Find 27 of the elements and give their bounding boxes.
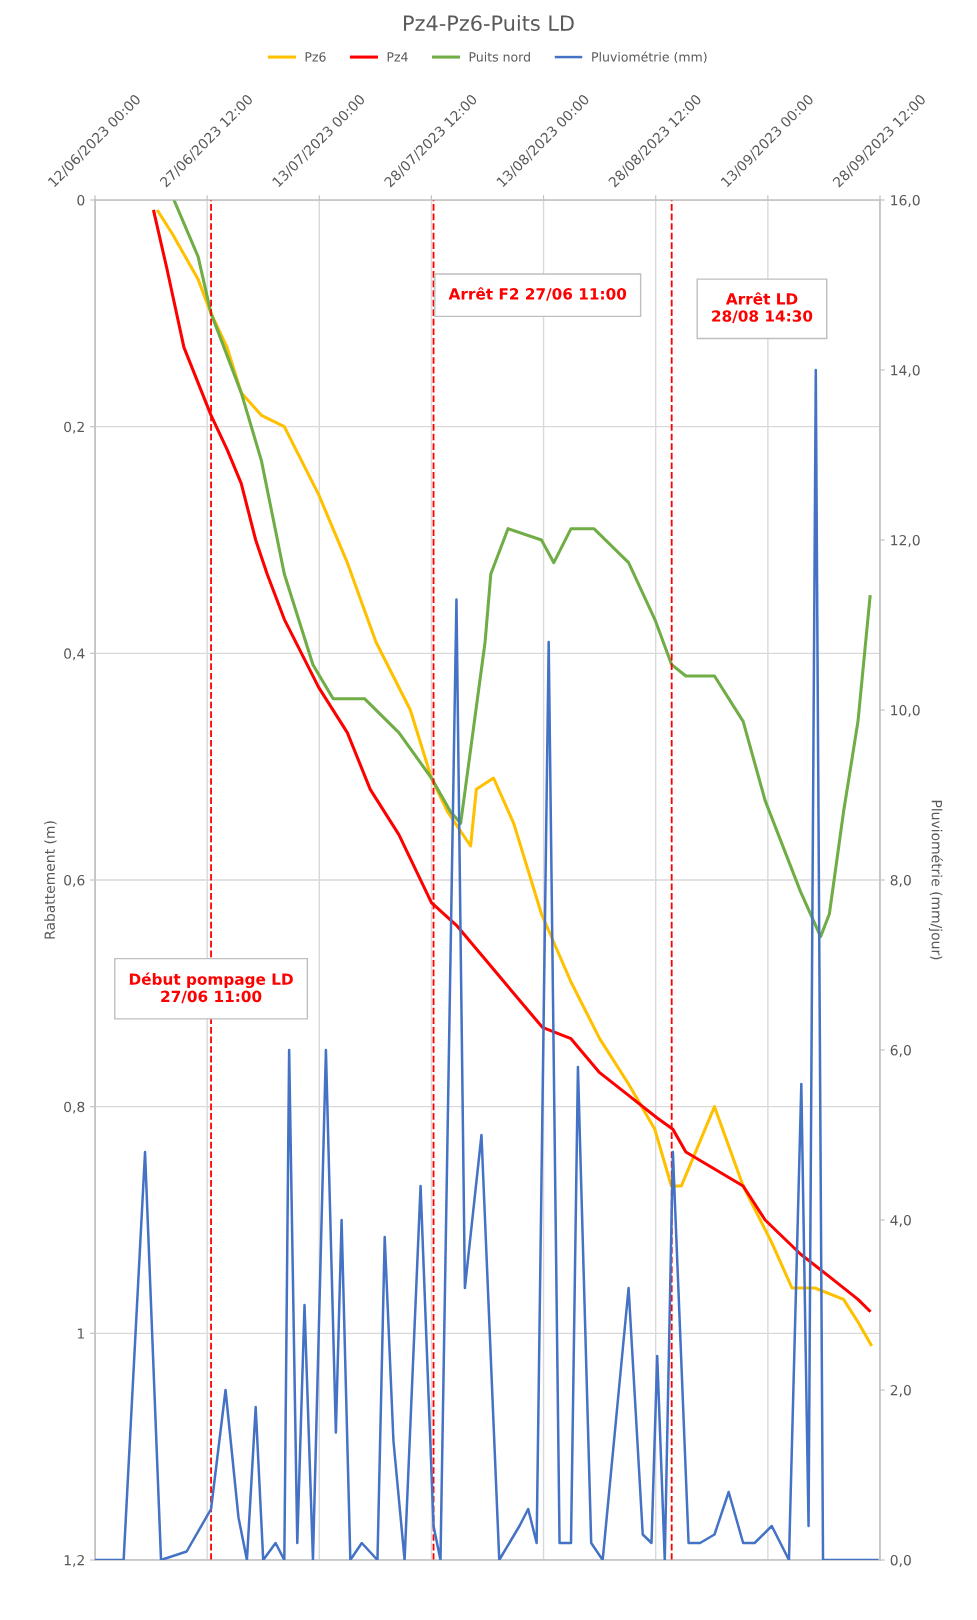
y2-tick-label: 14,0: [891, 364, 920, 377]
y2-tick-label: 2,0: [890, 1384, 911, 1397]
y-tick-label: 0: [77, 194, 85, 206]
legend-label: Pz4: [387, 52, 408, 62]
y-tick-label: 0,4: [64, 648, 85, 661]
legend-label: Pluviométrie (mm): [592, 51, 707, 64]
y2-tick-label: 6,0: [890, 1044, 911, 1057]
y-tick-label: 0,6: [64, 874, 85, 887]
y2-tick-label: 4,0: [890, 1214, 911, 1227]
y-axis-title: Rabattement (m): [44, 821, 57, 939]
y2-tick-label: 16,0: [891, 194, 920, 207]
legend-label: Pz6: [305, 52, 326, 62]
legend-label: Puits nord: [469, 51, 530, 62]
line-series: [172, 200, 872, 939]
y2-axis-title: Pluviométrie (mm/jour): [928, 800, 943, 960]
y-tick-label: 0,2: [64, 421, 84, 434]
y2-tick-label: 10,0: [891, 704, 920, 717]
y2-tick-label: 0,0: [890, 1554, 911, 1567]
y-tick-label: 1: [77, 1328, 84, 1339]
ref-line-label: Arrêt F2 27/06 11:00: [448, 287, 627, 301]
chart-title: Pz4-Pz6-Puits LD: [404, 14, 574, 32]
y2-tick-label: 12,0: [891, 534, 920, 547]
y-tick-label: 1,2: [64, 1554, 84, 1567]
y2-tick-label: 8,0: [890, 874, 911, 887]
y-tick-label: 0,8: [64, 1101, 85, 1114]
ref-line-label: Arrêt LD 28/08 14:30: [712, 292, 813, 323]
ref-line-label: Début pompage LD 27/06 11:00: [129, 972, 293, 1004]
